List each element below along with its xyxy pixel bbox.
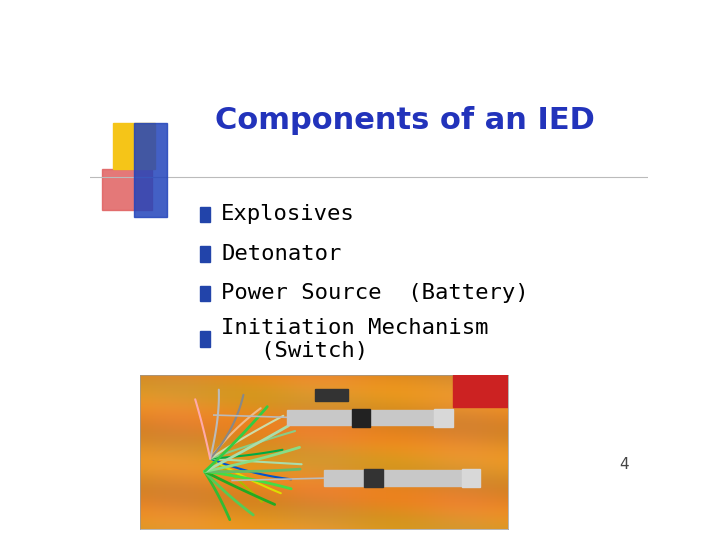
Text: Explosives: Explosives <box>221 205 355 225</box>
Text: Detonator: Detonator <box>221 244 341 264</box>
Text: Initiation Mechanism
   (Switch): Initiation Mechanism (Switch) <box>221 318 489 361</box>
Bar <box>351 409 370 427</box>
Text: Components of an IED: Components of an IED <box>215 106 595 136</box>
Bar <box>133 123 167 217</box>
Bar <box>200 246 210 262</box>
Bar <box>462 469 480 487</box>
Text: 4: 4 <box>619 457 629 472</box>
Bar <box>114 123 156 168</box>
Bar <box>102 168 153 210</box>
Bar <box>324 470 471 485</box>
Bar <box>287 410 444 426</box>
Bar <box>434 409 453 427</box>
Bar <box>200 332 210 347</box>
Text: Power Source  (Battery): Power Source (Battery) <box>221 284 528 303</box>
Bar <box>200 207 210 222</box>
Bar <box>200 286 210 301</box>
Bar <box>453 375 508 407</box>
Bar <box>364 469 383 487</box>
Bar <box>315 389 348 401</box>
